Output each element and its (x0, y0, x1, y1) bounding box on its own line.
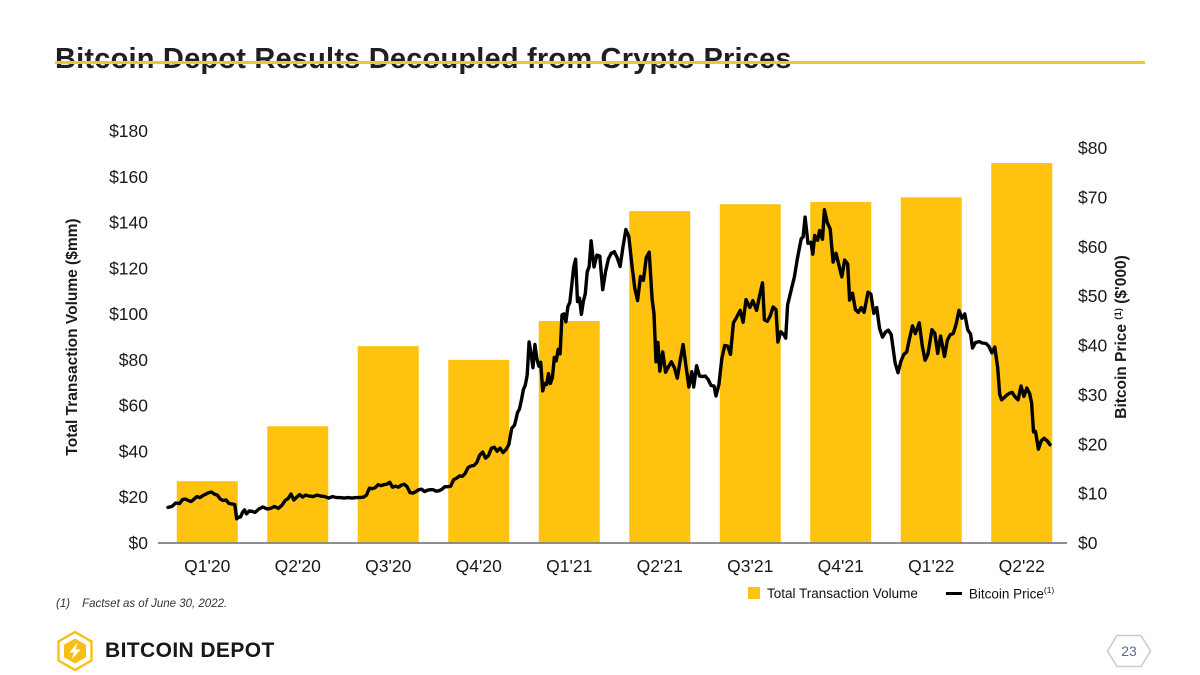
page-title: Bitcoin Depot Results Decoupled from Cry… (55, 43, 792, 76)
y-axis-left-tick-label: $40 (119, 441, 148, 461)
brand-name: BITCOIN DEPOT (105, 639, 275, 662)
legend-bar-swatch-icon (748, 587, 760, 600)
y-axis-right-tick-label: $10 (1078, 484, 1107, 504)
y-axis-left-tick-label: $100 (109, 304, 148, 324)
page-hexagon-icon (1106, 634, 1152, 668)
legend-item-bitcoin-price: Bitcoin Price(1) (945, 585, 1055, 602)
volume-bar-Q1'22 (900, 197, 962, 543)
y-axis-left-tick-label: $80 (119, 350, 148, 370)
y-axis-left-tick-label: $160 (109, 167, 148, 187)
y-axis-right-title: Bitcoin Price (1) ($'000) (1113, 255, 1130, 418)
legend-label-bitcoin-price: Bitcoin Price(1) (968, 585, 1055, 602)
volume-bar-Q3'21 (719, 204, 781, 543)
title-underline (55, 61, 1145, 64)
legend-line-swatch-icon (945, 591, 962, 595)
y-axis-left-tick-label: $140 (109, 213, 148, 233)
page-number-badge: 23 (1104, 632, 1154, 670)
legend-item-volume: Total Transaction Volume (748, 586, 918, 601)
chart-legend: Total Transaction Volume Bitcoin Price(1… (748, 585, 1054, 602)
page-number: 23 (1121, 643, 1137, 659)
y-axis-left-tick-label: $20 (119, 487, 148, 507)
y-axis-right-tick-label: $50 (1078, 286, 1107, 306)
x-axis-tick-label: Q4'20 (456, 556, 502, 576)
volume-bar-Q1'21 (538, 320, 600, 543)
volume-bar-Q2'21 (629, 211, 691, 543)
y-axis-right-tick-label: $80 (1078, 138, 1107, 158)
y-axis-right-tick-label: $30 (1078, 385, 1107, 405)
x-axis-tick-label: Q3'21 (727, 556, 773, 576)
y-axis-left-tick-label: $0 (129, 533, 149, 553)
y-axis-right-tick-label: $0 (1078, 533, 1098, 553)
x-axis-tick-label: Q2'22 (999, 556, 1045, 576)
volume-bar-Q4'21 (810, 201, 872, 543)
volume-bar-Q2'20 (267, 426, 329, 543)
y-axis-left-tick-label: $120 (109, 258, 148, 278)
y-axis-right-tick-label: $40 (1078, 336, 1107, 356)
legend-label-volume: Total Transaction Volume (767, 585, 918, 601)
y-axis-right-tick-label: $70 (1078, 187, 1107, 207)
y-axis-right-tick-label: $60 (1078, 237, 1107, 257)
y-axis-left-tick-label: $60 (119, 396, 148, 416)
y-axis-right-tick-label: $20 (1078, 434, 1107, 454)
x-axis-tick-label: Q1'20 (184, 556, 230, 576)
y-axis-left-tick-label: $180 (109, 121, 148, 141)
x-axis-tick-label: Q2'20 (275, 556, 321, 576)
x-axis-tick-label: Q1'21 (546, 556, 592, 576)
bitcoin-depot-hexagon-bolt-icon (57, 630, 93, 672)
footnote: (1) Factset as of June 30, 2022. (56, 598, 227, 610)
x-axis-tick-label: Q2'21 (637, 556, 683, 576)
volume-bar-Q2'22 (991, 163, 1053, 544)
x-axis-tick-label: Q4'21 (818, 556, 864, 576)
x-axis-tick-label: Q1'22 (908, 556, 954, 576)
volume-bar-Q1'20 (176, 481, 238, 543)
y-axis-left-title: Total Transaction Volume ($mm) (64, 218, 81, 455)
volume-bar-Q4'20 (448, 359, 510, 543)
volume-bar-Q3'20 (357, 346, 419, 543)
x-axis-tick-label: Q3'20 (365, 556, 411, 576)
footnote-text: Factset as of June 30, 2022. (82, 598, 228, 610)
bitcoin-price-line (166, 207, 1052, 521)
footnote-marker: (1) (56, 598, 71, 610)
brand-logo: BITCOIN DEPOT (55, 630, 275, 672)
